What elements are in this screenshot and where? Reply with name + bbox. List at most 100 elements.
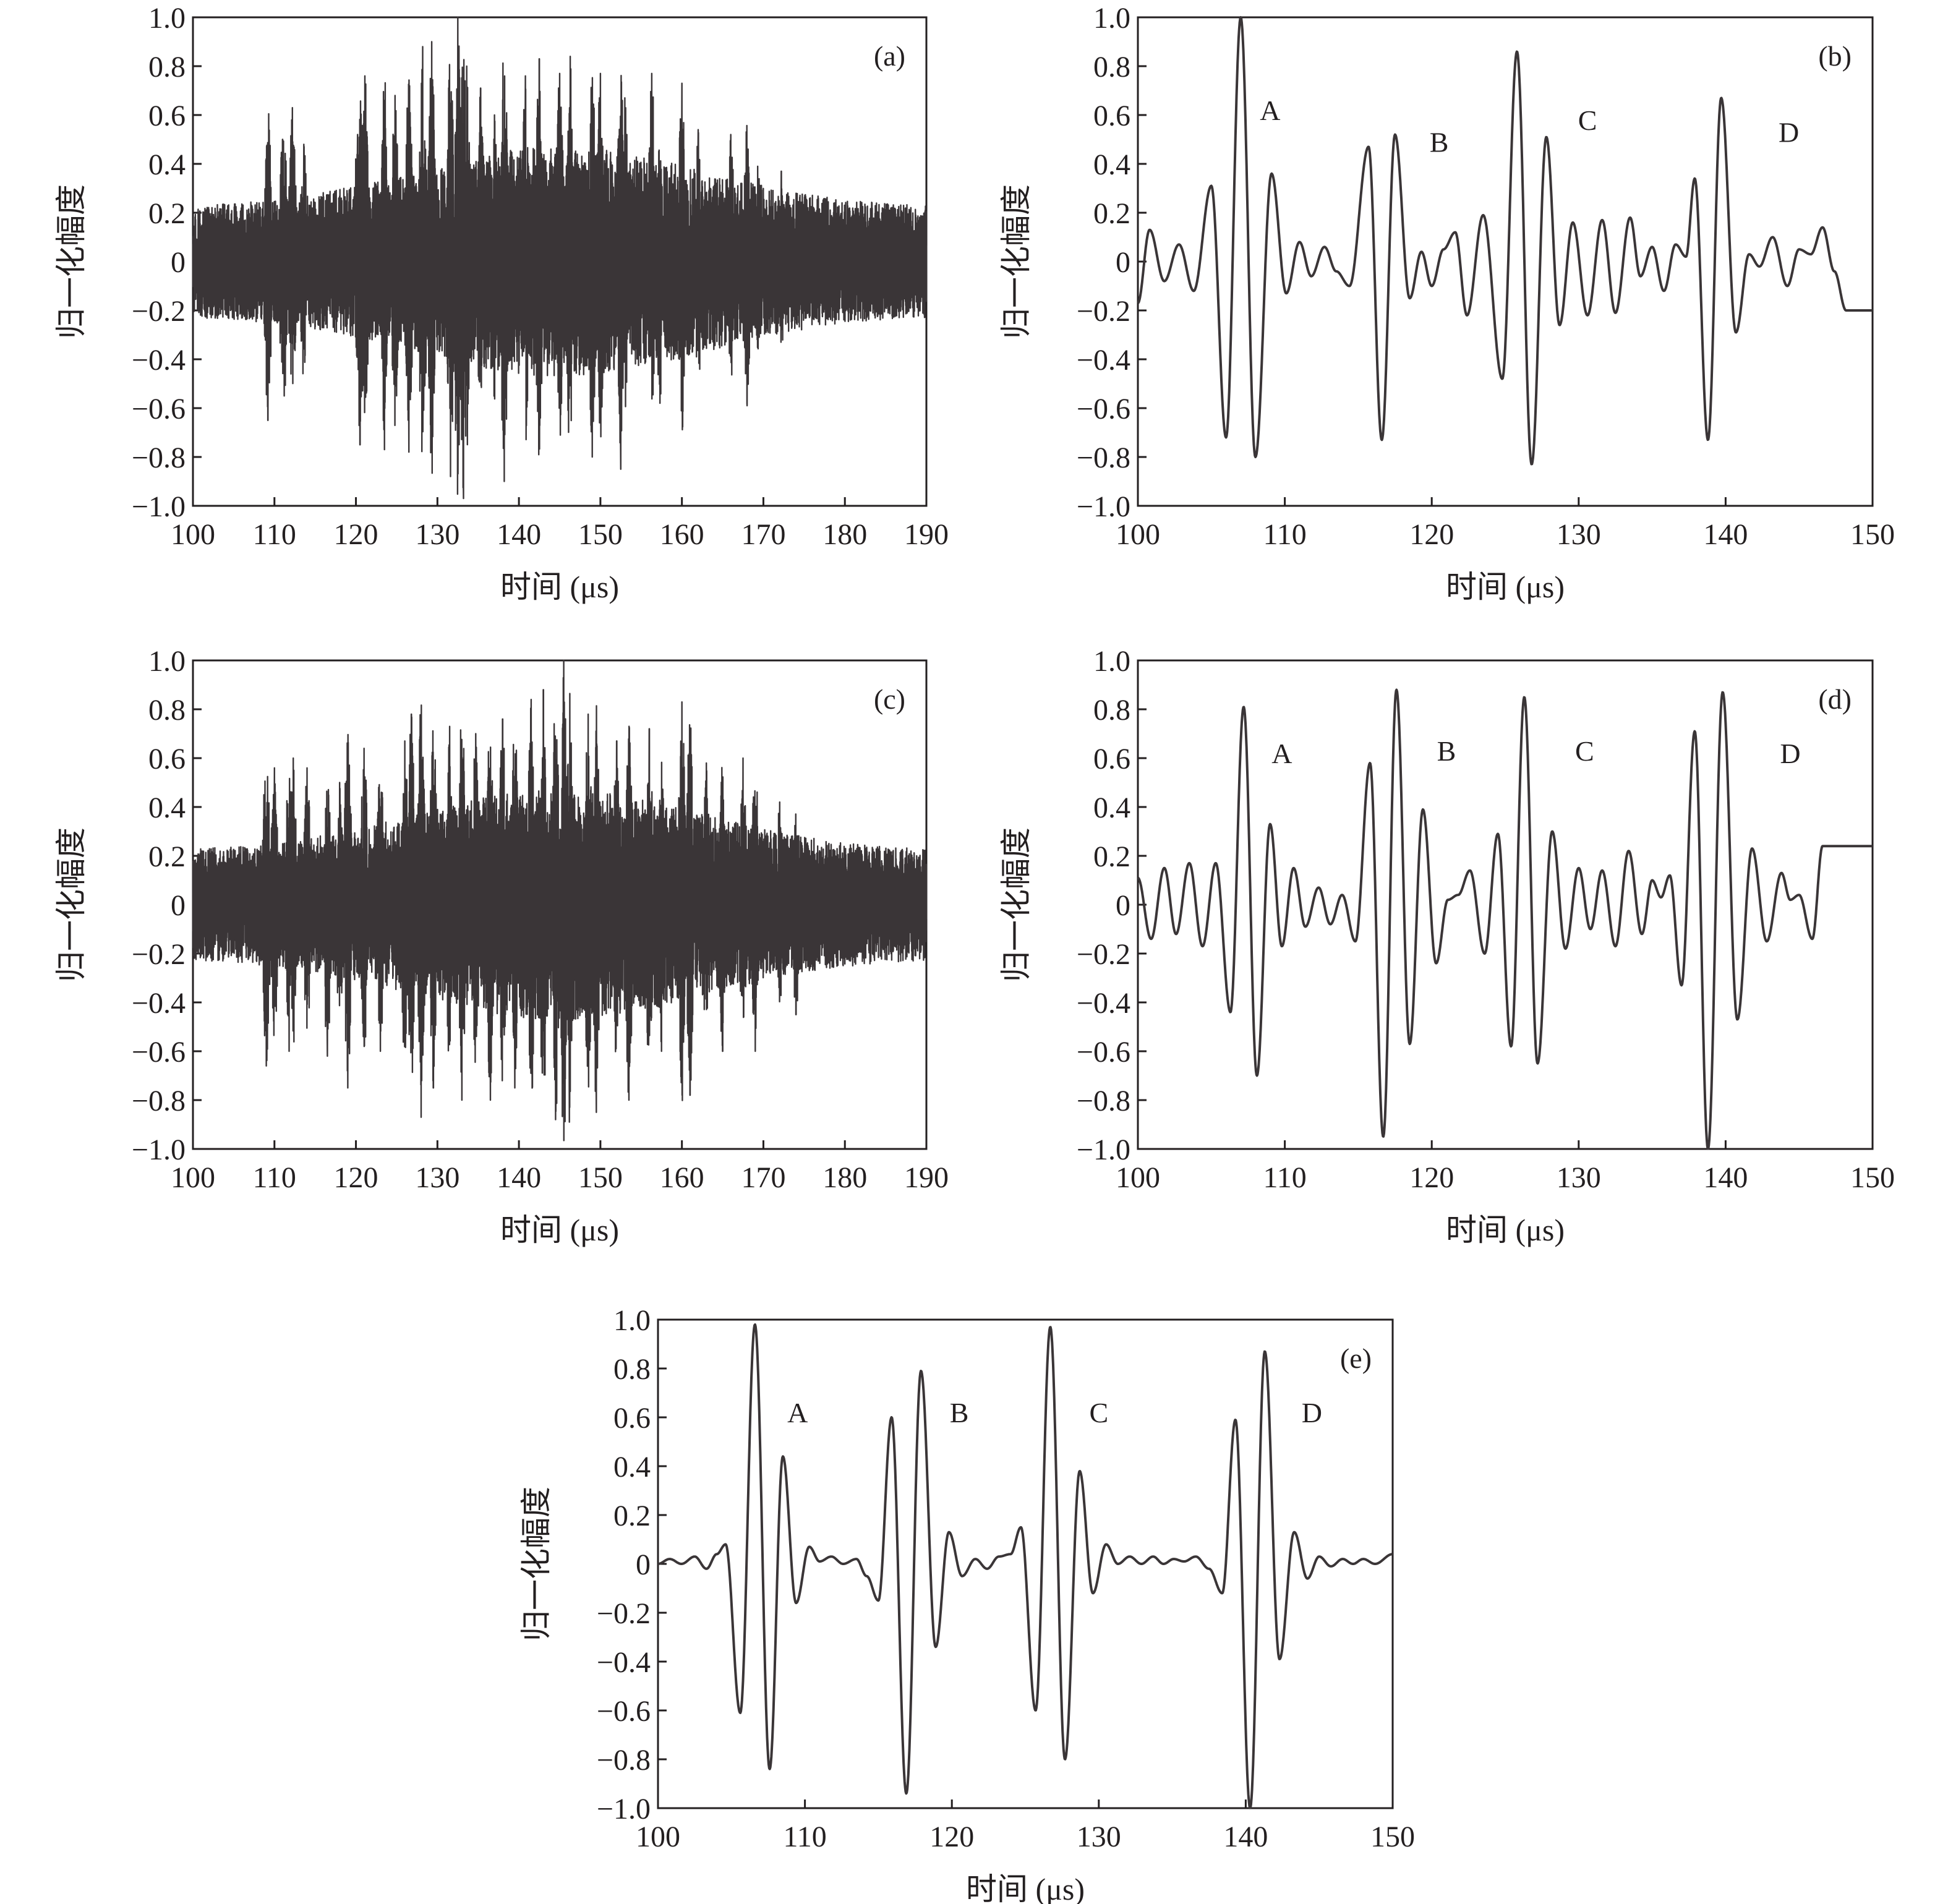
x-tick-label: 100 xyxy=(171,1161,215,1194)
chart-panel-b: −1.0 −0.8 −0.6 −0.4 −0.2 0 0.2 0.4 0.6 0.8 1.0 100 1… xyxy=(999,2,1895,604)
panel-label: (d) xyxy=(1818,683,1852,715)
signal-series-line xyxy=(192,659,928,1142)
x-tick-label: 190 xyxy=(904,1161,949,1194)
y-tick-label: 0.6 xyxy=(148,743,186,775)
x-tick-label: 120 xyxy=(1409,1161,1454,1194)
y-tick-label: 0.2 xyxy=(148,197,186,230)
y-tick-label: 0.2 xyxy=(1093,197,1130,230)
x-tick-label: 180 xyxy=(822,518,867,551)
y-tick-label: −0.2 xyxy=(1077,938,1130,971)
x-tick-label: 140 xyxy=(1223,1821,1268,1853)
y-tick-label: −0.8 xyxy=(597,1744,651,1777)
y-tick-label: 0.4 xyxy=(148,792,186,824)
signal-series-line xyxy=(192,16,928,500)
y-tick-label: 1.0 xyxy=(148,2,186,35)
peak-label-D: D xyxy=(1302,1397,1322,1428)
peak-label-D: D xyxy=(1779,117,1799,148)
panel-label: (a) xyxy=(874,40,905,72)
y-tick-label: 0.8 xyxy=(1093,51,1130,83)
x-tick-label: 120 xyxy=(929,1821,974,1853)
y-tick-label: −0.6 xyxy=(597,1695,651,1728)
y-tick-label: 0 xyxy=(171,889,186,922)
y-axis-title: 归一化幅度 xyxy=(54,827,88,982)
y-tick-label: −0.8 xyxy=(132,442,186,474)
y-tick-label: 0.4 xyxy=(613,1451,651,1483)
x-tick-label: 130 xyxy=(1077,1821,1121,1853)
y-tick-label: 0.2 xyxy=(148,840,186,873)
x-axis-title: 时间 (μs) xyxy=(966,1872,1085,1904)
y-tick-label: −1.0 xyxy=(132,1133,186,1166)
y-tick-label: 1.0 xyxy=(1093,2,1130,35)
panel-label: (b) xyxy=(1818,40,1852,72)
x-tick-label: 100 xyxy=(1116,1161,1160,1194)
y-tick-label: 0.4 xyxy=(148,148,186,181)
y-tick-label: −1.0 xyxy=(1077,490,1130,523)
x-tick-label: 170 xyxy=(741,1161,785,1194)
peak-label-B: B xyxy=(1437,735,1456,767)
x-tick-label: 100 xyxy=(171,518,215,551)
y-tick-label: 0.8 xyxy=(148,51,186,83)
y-tick-label: −0.6 xyxy=(1077,393,1130,425)
y-tick-label: 1.0 xyxy=(148,645,186,678)
x-tick-label: 160 xyxy=(660,518,704,551)
x-tick-label: 110 xyxy=(1263,1161,1306,1194)
x-tick-label: 150 xyxy=(1850,518,1895,551)
y-tick-label: 0 xyxy=(636,1548,651,1581)
signal-series-line xyxy=(657,1323,1394,1809)
y-tick-label: −0.4 xyxy=(1077,344,1130,377)
y-tick-label: −1.0 xyxy=(132,490,186,523)
peak-label-D: D xyxy=(1780,738,1800,769)
y-tick-label: −0.4 xyxy=(597,1646,651,1679)
x-tick-label: 110 xyxy=(253,518,296,551)
y-tick-label: −0.4 xyxy=(132,987,186,1020)
y-tick-label: −0.8 xyxy=(1077,442,1130,474)
x-tick-label: 150 xyxy=(578,518,623,551)
x-tick-label: 140 xyxy=(497,518,541,551)
x-axis-title: 时间 (μs) xyxy=(500,1213,619,1247)
y-axis-title: 归一化幅度 xyxy=(519,1487,553,1641)
y-axis-title: 归一化幅度 xyxy=(999,827,1033,982)
y-tick-label: −1.0 xyxy=(597,1793,651,1825)
y-axis-title: 归一化幅度 xyxy=(999,184,1033,339)
x-tick-label: 150 xyxy=(1370,1821,1415,1853)
x-tick-label: 160 xyxy=(660,1161,704,1194)
y-tick-label: 0.2 xyxy=(613,1500,651,1532)
signal-series-line xyxy=(1137,16,1874,466)
y-tick-label: 0.4 xyxy=(1093,148,1130,181)
x-tick-label: 130 xyxy=(1557,518,1601,551)
y-tick-label: −0.6 xyxy=(132,1036,186,1069)
y-tick-label: 1.0 xyxy=(613,1304,651,1337)
y-tick-label: 0 xyxy=(1116,889,1130,922)
x-tick-label: 180 xyxy=(822,1161,867,1194)
x-tick-label: 140 xyxy=(497,1161,541,1194)
y-tick-label: −0.4 xyxy=(132,344,186,377)
y-tick-label: 0.2 xyxy=(1093,840,1130,873)
x-tick-label: 140 xyxy=(1703,518,1748,551)
x-tick-label: 120 xyxy=(1409,518,1454,551)
y-tick-label: 0 xyxy=(1116,246,1130,279)
y-tick-label: −0.8 xyxy=(132,1085,186,1117)
y-tick-label: 1.0 xyxy=(1093,645,1130,678)
y-tick-label: −0.2 xyxy=(597,1597,651,1630)
y-tick-label: −0.6 xyxy=(132,393,186,425)
x-tick-label: 190 xyxy=(904,518,949,551)
x-tick-label: 120 xyxy=(334,518,378,551)
x-axis-title: 时间 (μs) xyxy=(1446,1213,1565,1247)
y-tick-label: −0.4 xyxy=(1077,987,1130,1020)
x-tick-label: 150 xyxy=(1850,1161,1895,1194)
y-tick-label: 0.8 xyxy=(148,694,186,727)
x-tick-label: 130 xyxy=(415,1161,459,1194)
x-tick-label: 130 xyxy=(1557,1161,1601,1194)
y-tick-label: −0.6 xyxy=(1077,1036,1130,1069)
y-tick-label: 0 xyxy=(171,246,186,279)
x-axis-title: 时间 (μs) xyxy=(500,570,619,604)
x-tick-label: 120 xyxy=(334,1161,378,1194)
y-axis-title: 归一化幅度 xyxy=(54,184,88,339)
x-tick-label: 130 xyxy=(415,518,459,551)
x-tick-label: 150 xyxy=(578,1161,623,1194)
peak-label-C: C xyxy=(1089,1397,1108,1428)
x-tick-label: 140 xyxy=(1703,1161,1748,1194)
y-tick-label: 0.4 xyxy=(1093,792,1130,824)
x-tick-label: 100 xyxy=(1116,518,1160,551)
